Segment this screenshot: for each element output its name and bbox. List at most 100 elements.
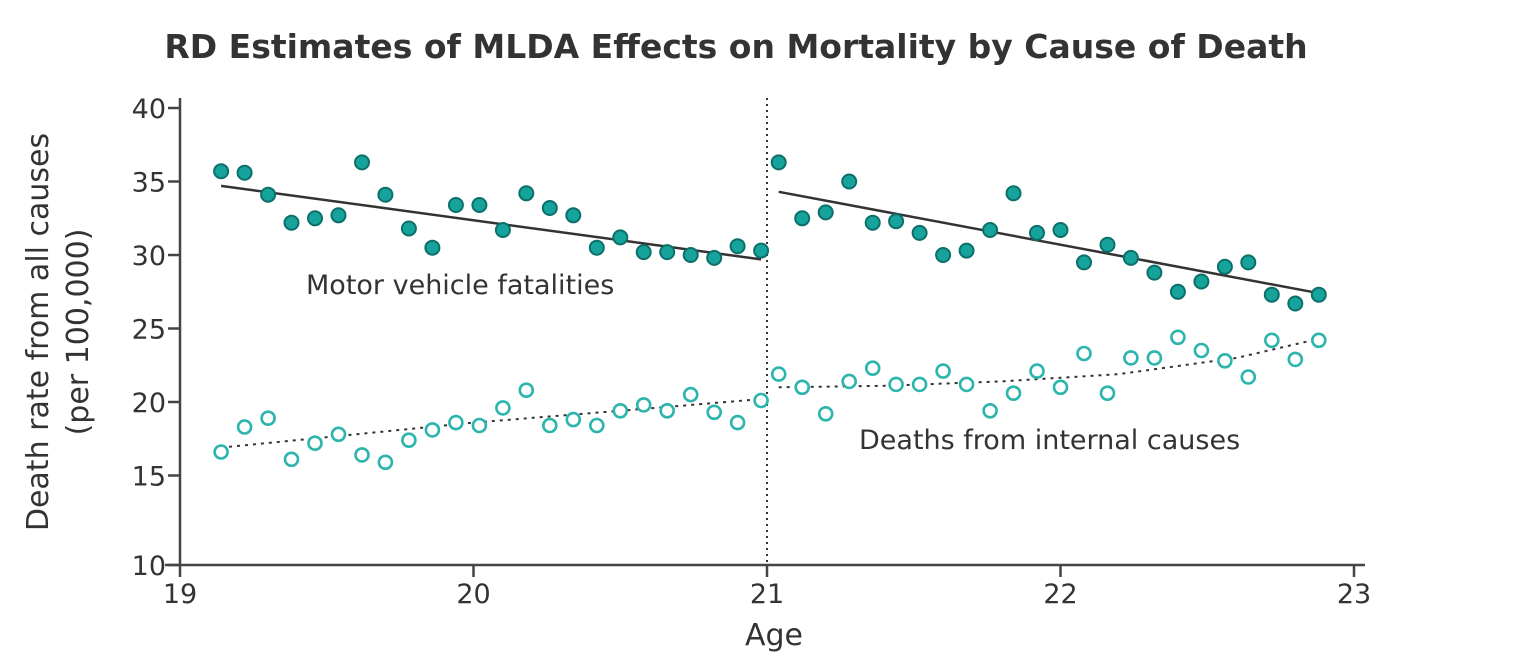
- fit-line-motor-right: [778, 190, 1320, 295]
- point-internal-6: [354, 447, 370, 463]
- point-motor-33: [982, 222, 999, 238]
- point-motor-1: [236, 164, 253, 181]
- point-internal-9: [424, 422, 441, 438]
- annotation-internal: Deaths from internal causes: [859, 425, 1240, 456]
- point-motor-47: [1310, 286, 1327, 303]
- point-motor-40: [1146, 264, 1163, 281]
- point-internal-18: [635, 397, 652, 413]
- point-internal-20: [682, 386, 699, 403]
- point-internal-41: [1170, 329, 1186, 346]
- point-motor-0: [213, 163, 230, 180]
- point-internal-2: [260, 410, 276, 427]
- point-motor-10: [447, 197, 464, 213]
- point-internal-7: [377, 454, 394, 471]
- point-internal-40: [1146, 350, 1163, 366]
- point-internal-4: [307, 435, 323, 452]
- point-motor-35: [1029, 224, 1045, 241]
- point-motor-24: [770, 154, 787, 171]
- point-motor-37: [1076, 254, 1092, 271]
- y-tick-label-35: 35: [132, 168, 166, 199]
- point-internal-24: [770, 366, 787, 382]
- point-motor-27: [841, 173, 858, 190]
- fit-lines: [220, 184, 1320, 449]
- point-internal-8: [401, 432, 417, 449]
- point-motor-21: [706, 249, 723, 266]
- x-ticks: 19 20 21 22 23: [163, 565, 1371, 610]
- point-motor-44: [1240, 254, 1257, 271]
- fit-line-internal-right: [778, 337, 1320, 389]
- point-internal-16: [588, 417, 605, 434]
- point-motor-3: [283, 214, 300, 231]
- point-motor-30: [911, 224, 928, 241]
- point-motor-41: [1169, 283, 1186, 300]
- point-internal-22: [729, 414, 746, 431]
- point-internal-26: [817, 405, 834, 422]
- point-motor-5: [330, 207, 347, 224]
- point-internal-13: [518, 382, 535, 399]
- data-points: [213, 154, 1327, 471]
- point-internal-25: [794, 379, 811, 396]
- point-internal-38: [1099, 385, 1116, 402]
- point-internal-17: [612, 402, 629, 419]
- point-motor-11: [471, 197, 488, 213]
- point-motor-46: [1287, 295, 1304, 312]
- point-motor-28: [864, 214, 881, 231]
- y-axis-label: Death rate from all causes (per 100,000): [21, 133, 96, 531]
- point-motor-26: [817, 204, 834, 221]
- point-internal-23: [753, 392, 769, 409]
- point-motor-4: [307, 210, 323, 227]
- point-internal-37: [1076, 345, 1092, 362]
- point-internal-15: [565, 411, 582, 428]
- point-internal-33: [982, 402, 998, 419]
- x-tick-label-20: 20: [456, 579, 490, 610]
- point-internal-35: [1029, 363, 1045, 379]
- point-internal-28: [864, 360, 881, 377]
- point-motor-12: [494, 222, 511, 238]
- point-motor-17: [612, 229, 629, 246]
- y-ticks: 10 15 20 25 30 35 40: [132, 94, 180, 582]
- y-axis-label-line1: Death rate from all causes: [21, 133, 56, 531]
- point-motor-20: [682, 247, 699, 263]
- point-motor-25: [794, 210, 811, 227]
- point-motor-31: [935, 247, 952, 263]
- point-motor-29: [888, 213, 905, 230]
- point-internal-5: [330, 426, 347, 443]
- point-internal-12: [495, 400, 511, 416]
- x-tick-label-22: 22: [1043, 579, 1077, 610]
- point-motor-38: [1099, 236, 1116, 253]
- point-motor-43: [1216, 258, 1233, 275]
- fit-line-motor-left: [220, 184, 762, 261]
- y-tick-label-30: 30: [132, 241, 166, 272]
- point-internal-11: [471, 417, 488, 434]
- annotation-motor: Motor vehicle fatalities: [306, 270, 614, 301]
- point-internal-10: [448, 414, 464, 431]
- point-motor-22: [729, 238, 746, 255]
- point-internal-14: [541, 417, 558, 434]
- point-motor-2: [260, 186, 277, 203]
- point-internal-43: [1217, 352, 1233, 369]
- point-internal-36: [1052, 379, 1069, 396]
- point-internal-34: [1005, 385, 1022, 402]
- y-tick-label-20: 20: [132, 388, 166, 419]
- point-internal-42: [1193, 342, 1210, 359]
- point-motor-18: [635, 244, 652, 261]
- point-internal-30: [911, 376, 928, 393]
- y-tick-label-15: 15: [132, 462, 166, 493]
- point-internal-27: [841, 373, 858, 390]
- point-internal-19: [659, 402, 676, 419]
- y-tick-label-25: 25: [132, 315, 166, 346]
- chart-title: RD Estimates of MLDA Effects on Mortalit…: [164, 27, 1307, 66]
- point-internal-47: [1311, 332, 1327, 349]
- point-motor-36: [1052, 222, 1069, 238]
- x-tick-label-19: 19: [163, 579, 197, 610]
- point-motor-45: [1263, 286, 1280, 303]
- point-motor-32: [958, 242, 975, 259]
- point-internal-32: [958, 376, 975, 393]
- point-internal-39: [1123, 350, 1139, 366]
- y-tick-label-10: 10: [132, 551, 166, 582]
- point-motor-39: [1122, 249, 1139, 266]
- point-internal-29: [888, 376, 904, 393]
- point-motor-13: [518, 185, 535, 202]
- point-motor-23: [753, 242, 770, 259]
